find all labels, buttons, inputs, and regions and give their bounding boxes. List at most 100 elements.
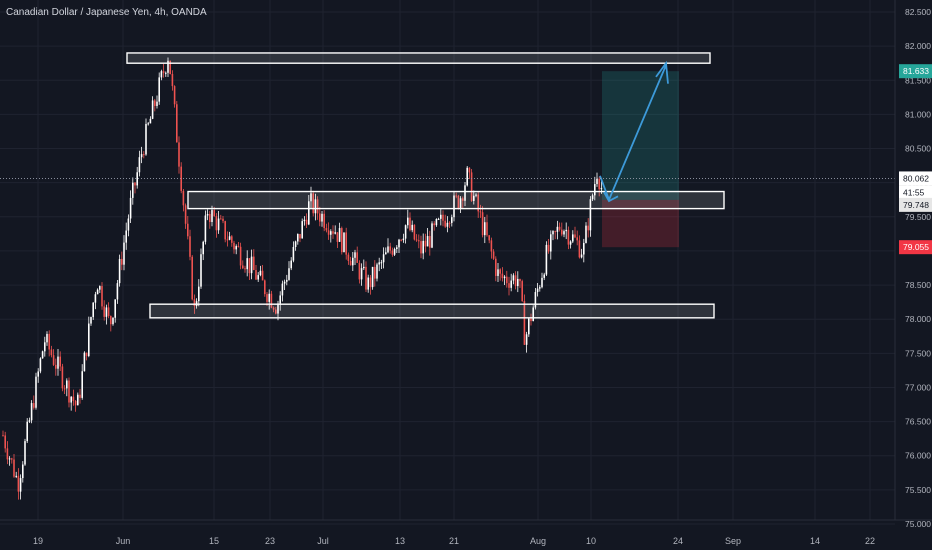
entry-price-badge-bg bbox=[899, 197, 932, 212]
candle-down bbox=[521, 281, 523, 301]
candle-up bbox=[125, 230, 127, 243]
candle-up bbox=[132, 182, 134, 198]
candle-up bbox=[402, 238, 405, 241]
candle-up bbox=[167, 60, 169, 73]
time-axis[interactable]: 19 Jun 15 23 Jul 13 21 Aug 10 24 Sep 14 22 bbox=[33, 536, 875, 546]
stop-price-badge-bg bbox=[899, 240, 932, 255]
price-tick-label: 81.000 bbox=[905, 109, 931, 119]
target-price-badge-bg bbox=[899, 64, 932, 79]
candle-down bbox=[189, 236, 191, 257]
candle-up bbox=[334, 232, 336, 234]
candle-up bbox=[308, 201, 310, 225]
candle-up bbox=[422, 240, 424, 254]
candle-up bbox=[147, 123, 149, 125]
candle-up bbox=[96, 289, 99, 295]
arrow-head-up bbox=[655, 60, 669, 84]
candle-down bbox=[327, 230, 330, 235]
candle-up bbox=[281, 283, 284, 296]
candle-down bbox=[547, 244, 550, 252]
candle-down bbox=[305, 219, 308, 225]
zone-box-support-resistance[interactable] bbox=[187, 190, 725, 210]
candle-down bbox=[349, 260, 352, 266]
candle-up bbox=[127, 218, 130, 231]
candle-down bbox=[319, 213, 321, 222]
candle-up bbox=[283, 281, 286, 284]
candle-down bbox=[264, 280, 266, 295]
time-tick-label: 23 bbox=[265, 536, 275, 546]
time-tick-label: 10 bbox=[586, 536, 596, 546]
candle-up bbox=[594, 184, 596, 196]
candle-down bbox=[231, 236, 233, 243]
candle-up bbox=[589, 199, 592, 231]
candle-up bbox=[235, 246, 237, 250]
candle-up bbox=[268, 293, 270, 302]
candle-up bbox=[149, 118, 152, 124]
candle-up bbox=[407, 217, 409, 226]
candle-down bbox=[488, 235, 490, 241]
candle-up bbox=[563, 231, 565, 235]
zone-box-support[interactable] bbox=[149, 303, 715, 319]
candle-up bbox=[39, 358, 42, 372]
time-tick-label: 21 bbox=[449, 536, 459, 546]
price-tick-label: 80.500 bbox=[905, 144, 931, 154]
time-tick-label: 13 bbox=[395, 536, 405, 546]
candle-up bbox=[585, 225, 587, 243]
candle-down bbox=[184, 205, 187, 224]
candle-down bbox=[266, 294, 268, 302]
candle-down bbox=[506, 276, 508, 284]
candle-up bbox=[286, 279, 288, 282]
candle-up bbox=[123, 242, 125, 265]
entry-price-badge: 79.748 bbox=[903, 200, 929, 210]
candle-up bbox=[314, 199, 317, 214]
time-tick-label: 24 bbox=[673, 536, 683, 546]
candle-up bbox=[411, 224, 413, 231]
candle-down bbox=[63, 388, 66, 390]
candle-up bbox=[297, 233, 299, 242]
countdown-badge: 41:55 bbox=[903, 187, 925, 197]
drawn-zones[interactable] bbox=[126, 52, 725, 319]
candle-up bbox=[435, 218, 438, 226]
candle-down bbox=[312, 193, 314, 214]
candle-down bbox=[222, 218, 224, 222]
candle-down bbox=[587, 225, 589, 231]
candle-down bbox=[180, 166, 182, 191]
candles[interactable] bbox=[2, 57, 603, 500]
candle-up bbox=[66, 380, 68, 389]
candle-up bbox=[92, 302, 94, 318]
candle-down bbox=[554, 231, 556, 233]
candle-down bbox=[169, 60, 171, 74]
candle-up bbox=[202, 241, 204, 255]
candle-down bbox=[501, 273, 504, 279]
time-tick-label: 22 bbox=[865, 536, 875, 546]
projection-arrows[interactable] bbox=[0, 60, 895, 203]
time-tick-label: Jul bbox=[317, 536, 329, 546]
candle-down bbox=[400, 239, 402, 241]
candle-up bbox=[367, 277, 369, 290]
candle-down bbox=[574, 234, 576, 238]
candle-down bbox=[481, 212, 484, 236]
candle-up bbox=[26, 421, 28, 442]
candle-up bbox=[497, 269, 499, 276]
zone-box-resistance[interactable] bbox=[126, 52, 711, 64]
candle-down bbox=[110, 316, 112, 325]
candle-up bbox=[440, 214, 442, 219]
candle-down bbox=[187, 223, 189, 237]
countdown-badge-bg bbox=[899, 185, 932, 200]
candle-down bbox=[48, 333, 50, 350]
last-price-badge-bg bbox=[899, 171, 932, 186]
candle-up bbox=[206, 214, 209, 216]
candle-down bbox=[209, 214, 211, 222]
candle-down bbox=[457, 195, 460, 209]
candle-down bbox=[173, 86, 176, 105]
candle-down bbox=[233, 242, 235, 250]
candle-down bbox=[103, 306, 105, 317]
candle-down bbox=[530, 318, 532, 322]
candle-up bbox=[57, 356, 59, 369]
candle-up bbox=[596, 178, 598, 185]
candle-up bbox=[83, 352, 86, 372]
candle-up bbox=[510, 280, 512, 288]
candle-down bbox=[220, 218, 222, 220]
price-tick-label: 79.500 bbox=[905, 212, 931, 222]
candle-down bbox=[508, 283, 510, 288]
